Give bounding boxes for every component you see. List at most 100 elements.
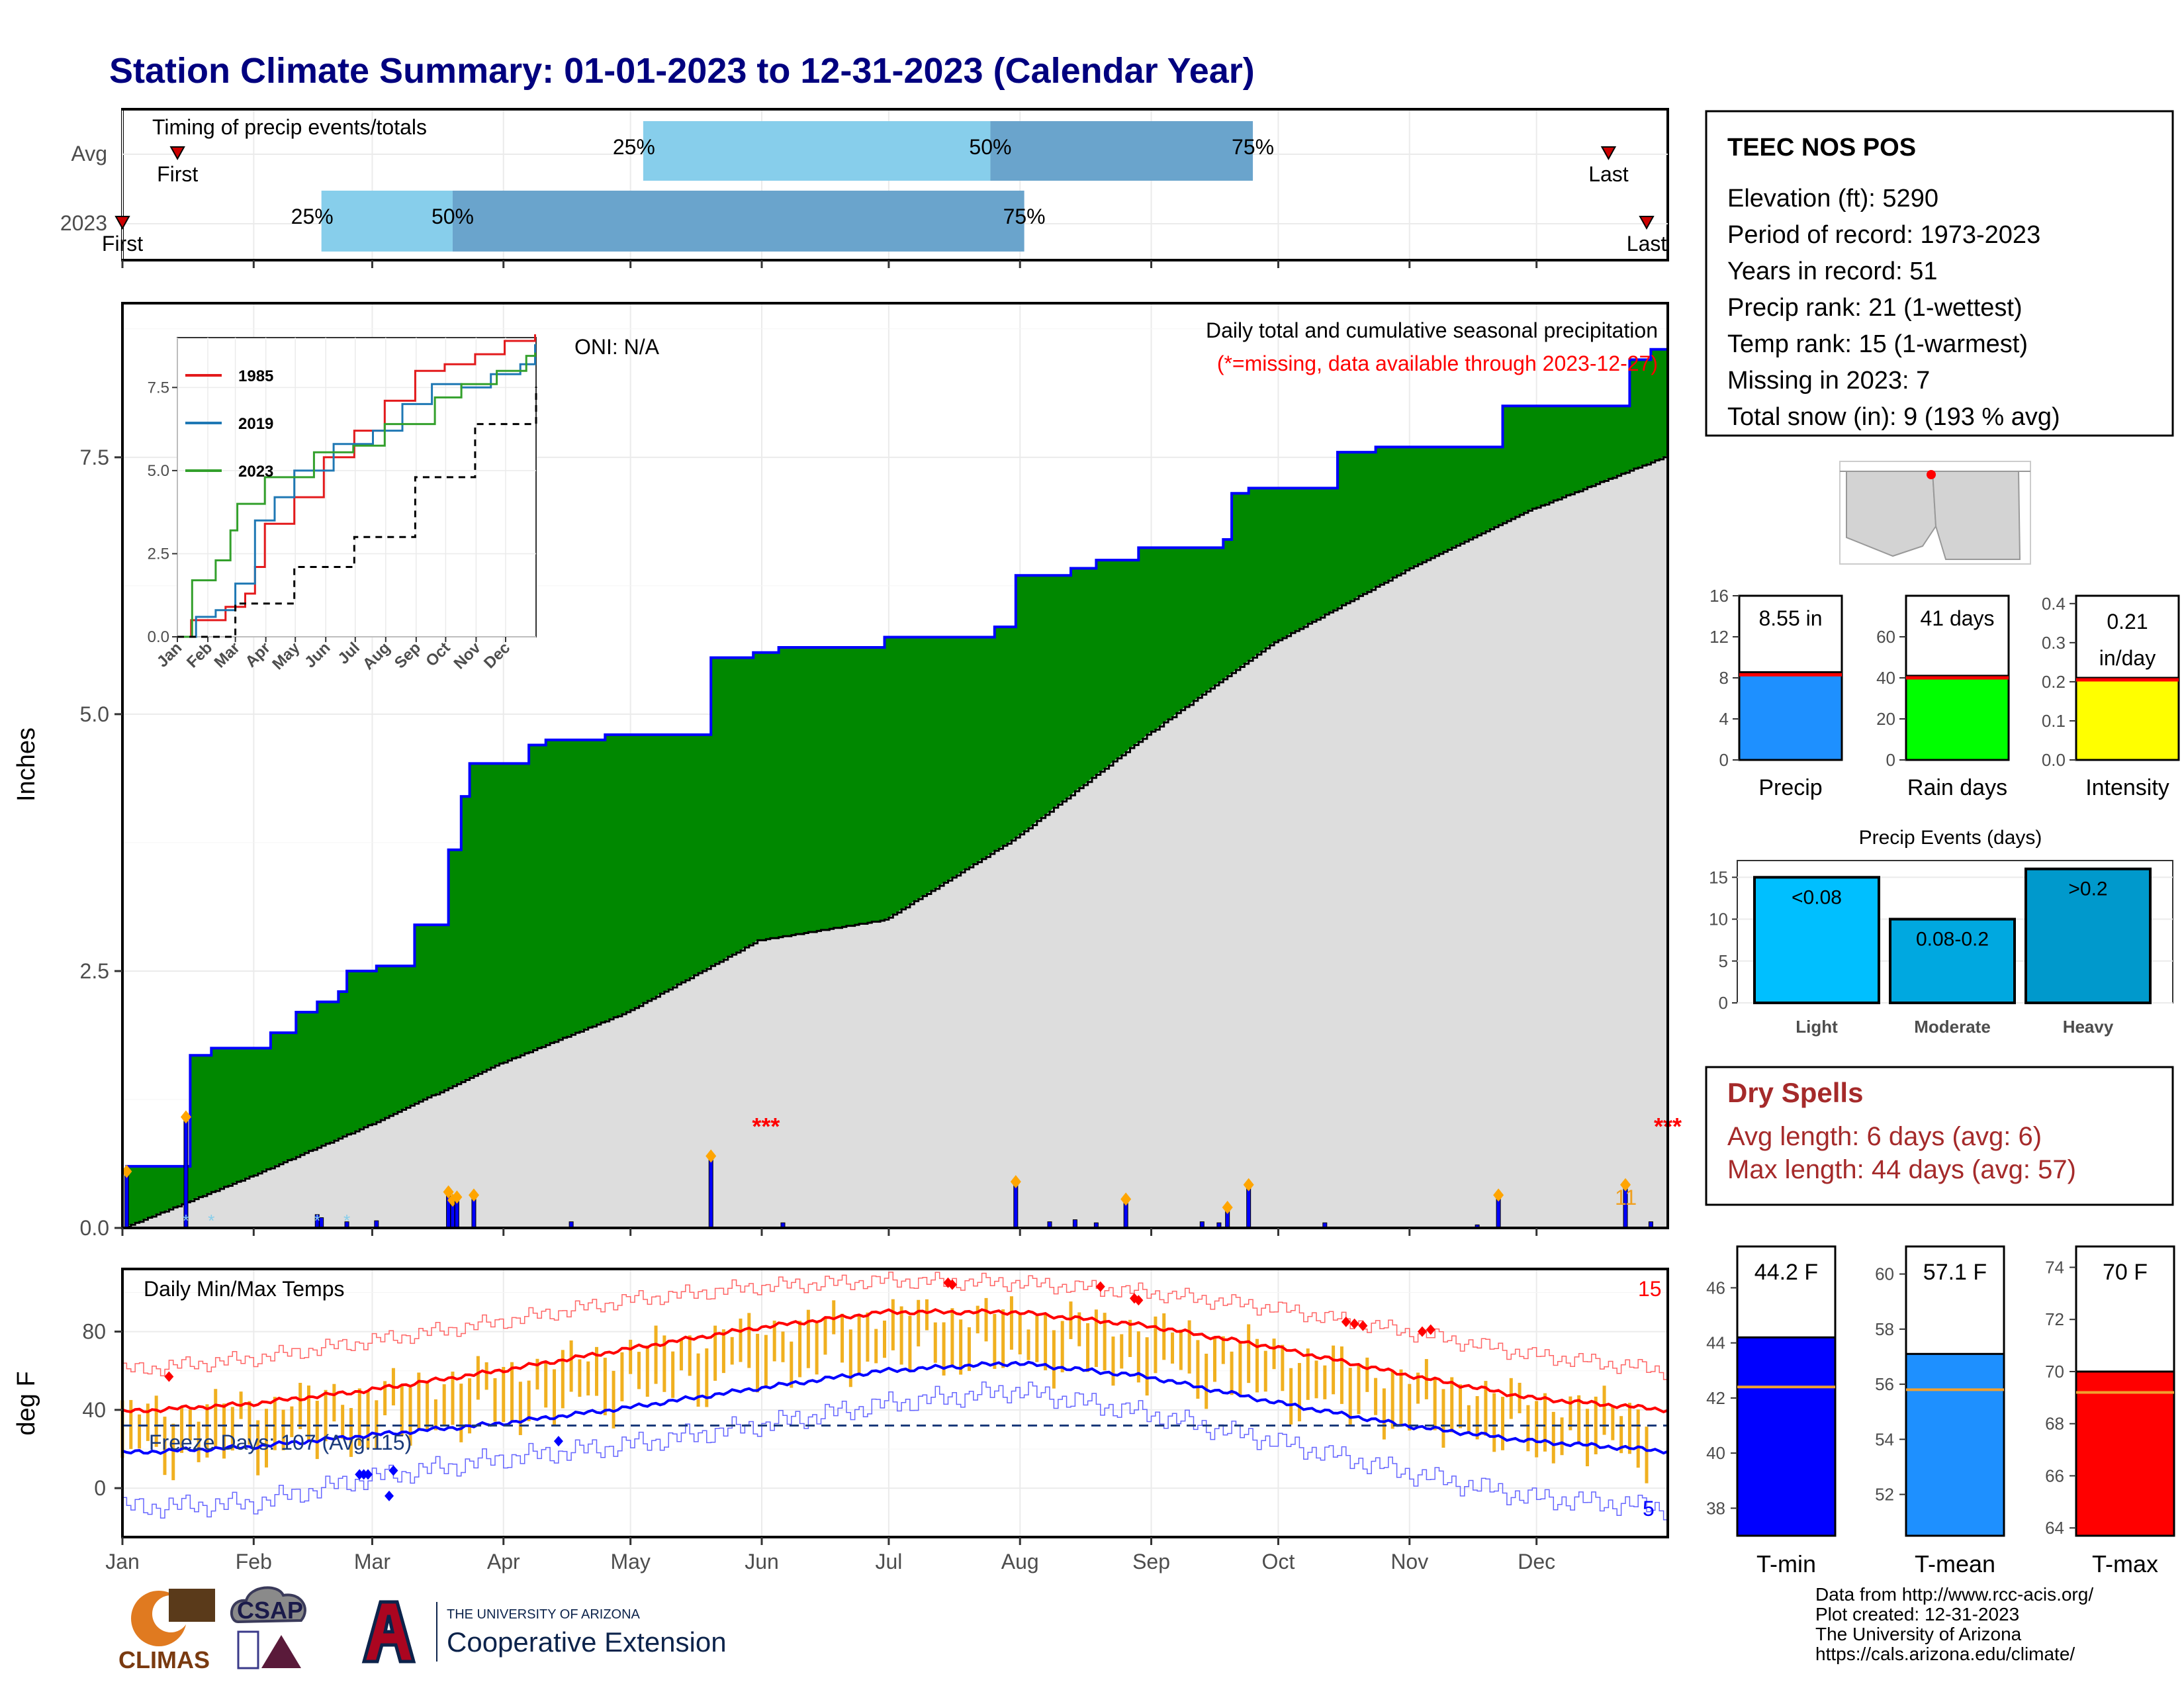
daily-temp-bar	[1594, 1396, 1598, 1454]
daily-temp-bar	[1052, 1330, 1056, 1389]
freeze-days-label: Freeze Days: 107 (Avg:115)	[149, 1430, 412, 1454]
snow-marker: *	[314, 1211, 320, 1231]
daily-temp-bar	[400, 1384, 404, 1436]
daily-temp-bar	[950, 1308, 954, 1367]
daily-temp-bar	[518, 1382, 522, 1435]
inset-ytick-label: 5.0	[148, 462, 169, 480]
record-high-marker	[1095, 1281, 1105, 1292]
daily-temp-bar	[1560, 1417, 1564, 1456]
daily-temp-bar	[214, 1389, 218, 1448]
inset-series-line	[177, 344, 536, 638]
temp-bar-ytick-label: 52	[1875, 1485, 1894, 1505]
precip-summary-bars: 0 4 8 12 16 8.55 in Precip 0 20 40 60 41 days Rain d…	[1709, 586, 2180, 800]
daily-temp-bar	[1263, 1350, 1267, 1392]
daily-temp-bar	[1094, 1309, 1098, 1368]
event-category-label: Heavy	[2063, 1017, 2114, 1037]
inset-chart: 0.02.55.07.5198520192023JanFebMarAprMayJ…	[148, 334, 537, 673]
daily-temp-bar	[933, 1322, 937, 1363]
daily-temp-bar	[976, 1305, 979, 1334]
daily-temp-bar	[1111, 1336, 1115, 1386]
missing-data-marker: ***	[752, 1113, 780, 1140]
dry-spells-max: Max length: 44 days (avg: 57)	[1727, 1155, 2076, 1184]
daily-precip-marker	[1120, 1192, 1132, 1206]
daily-temp-bar	[315, 1401, 319, 1460]
temp-bar-ytick-label: 58	[1875, 1319, 1894, 1339]
temp-bar-ytick-label: 44	[1706, 1333, 1725, 1353]
summary-bar-ytick-label: 0	[1886, 750, 1895, 770]
temp-bar	[2075, 1370, 2175, 1537]
daily-temp-bar	[1026, 1329, 1030, 1360]
daily-temp-bar	[1408, 1383, 1412, 1431]
daily-precip-marker	[443, 1185, 454, 1199]
record-high-marker	[164, 1371, 174, 1382]
inset-legend-label: 1985	[238, 367, 273, 385]
temp-xtick-label: Feb	[236, 1550, 272, 1573]
daily-temp-bar	[705, 1348, 709, 1407]
summary-bar-value: 41 days	[1920, 606, 1994, 630]
record-low-marker	[553, 1436, 563, 1447]
daily-precip-marker	[121, 1164, 132, 1178]
timing-label: Timing of precip events/totals	[152, 115, 427, 139]
daily-temp-bar	[654, 1325, 658, 1384]
locator-map	[1839, 461, 2031, 565]
daily-temp-bar	[1645, 1427, 1649, 1483]
timing-pct-label: 25%	[613, 135, 655, 159]
dry-spells-box: Dry Spells Avg length: 6 days (avg: 6) M…	[1705, 1066, 2174, 1206]
daily-temp-bar	[1281, 1344, 1285, 1391]
daily-precip-marker	[1222, 1200, 1233, 1214]
daily-temp-bar	[298, 1382, 302, 1429]
daily-temp-bar	[484, 1362, 488, 1390]
temp-ytick-label: 0	[94, 1476, 106, 1500]
inset-series-line	[177, 352, 536, 638]
daily-temp-bar	[569, 1340, 573, 1392]
daily-temp-bar	[383, 1381, 387, 1416]
daily-temp-bar	[561, 1350, 565, 1409]
daily-temp-bar	[433, 1399, 437, 1430]
daily-temp-bar	[1374, 1378, 1378, 1415]
temp-bar-ytick-label: 38	[1706, 1498, 1725, 1518]
daily-precip-bar	[708, 1155, 713, 1229]
daily-temp-bar	[290, 1406, 294, 1438]
daily-temp-bar	[1103, 1313, 1107, 1371]
summary-bar	[1738, 671, 1843, 761]
daily-temp-bar	[1535, 1401, 1539, 1458]
csap-logo-text: CSAP	[237, 1597, 303, 1624]
temp-summary-bars: 38 40 42 44 46 44.2 F T-min 52 54 56 58 60 57.1 F T-m…	[1706, 1245, 2175, 1577]
temp-xtick-label: Apr	[487, 1550, 520, 1573]
daily-temp-bar	[324, 1389, 328, 1442]
inset-series-line	[177, 387, 537, 638]
temp-bar-ytick-label: 46	[1706, 1278, 1725, 1297]
station-info-line: Period of record: 1973-2023	[1727, 221, 2040, 249]
daily-temp-bar	[984, 1297, 988, 1342]
daily-temp-bar	[586, 1361, 590, 1396]
temp-xtick-label: Nov	[1390, 1550, 1428, 1573]
event-bar	[1753, 876, 1880, 1004]
daily-temp-bar	[408, 1387, 412, 1446]
temp-xtick-label: Dec	[1518, 1550, 1555, 1573]
temp-label: Daily Min/Max Temps	[144, 1277, 344, 1301]
temp-xtick-label: Sep	[1132, 1550, 1170, 1573]
precip-note: Daily total and cumulative seasonal prec…	[1206, 318, 1658, 342]
daily-temp-bar	[1044, 1313, 1048, 1371]
daily-temp-bar	[197, 1421, 201, 1462]
timing-row-avg-label: Avg	[71, 142, 107, 165]
temp-bar-ytick-label: 70	[2045, 1362, 2064, 1382]
daily-temp-bar	[688, 1335, 692, 1376]
daily-temp-bar	[1543, 1393, 1547, 1452]
daily-temp-bar	[349, 1408, 353, 1457]
event-bar	[1889, 917, 2016, 1005]
precip-ytick-label: 7.5	[80, 445, 109, 469]
daily-temp-bar	[1154, 1316, 1158, 1374]
daily-temp-bar	[772, 1321, 776, 1362]
daily-temp-bar	[1551, 1411, 1555, 1464]
daily-precip-marker	[1493, 1188, 1504, 1202]
daily-temp-bar	[1492, 1393, 1496, 1452]
daily-temp-bar	[222, 1403, 226, 1459]
daily-temp-bar	[1501, 1397, 1505, 1450]
daily-temp-bar	[1459, 1384, 1463, 1429]
summary-bar-value: 8.55 in	[1758, 606, 1822, 630]
daily-temp-bar	[671, 1351, 675, 1398]
daily-temp-bar	[747, 1313, 751, 1368]
summary-bar-ytick-label: 0.2	[2042, 672, 2066, 692]
record-max-line	[122, 1271, 1668, 1380]
